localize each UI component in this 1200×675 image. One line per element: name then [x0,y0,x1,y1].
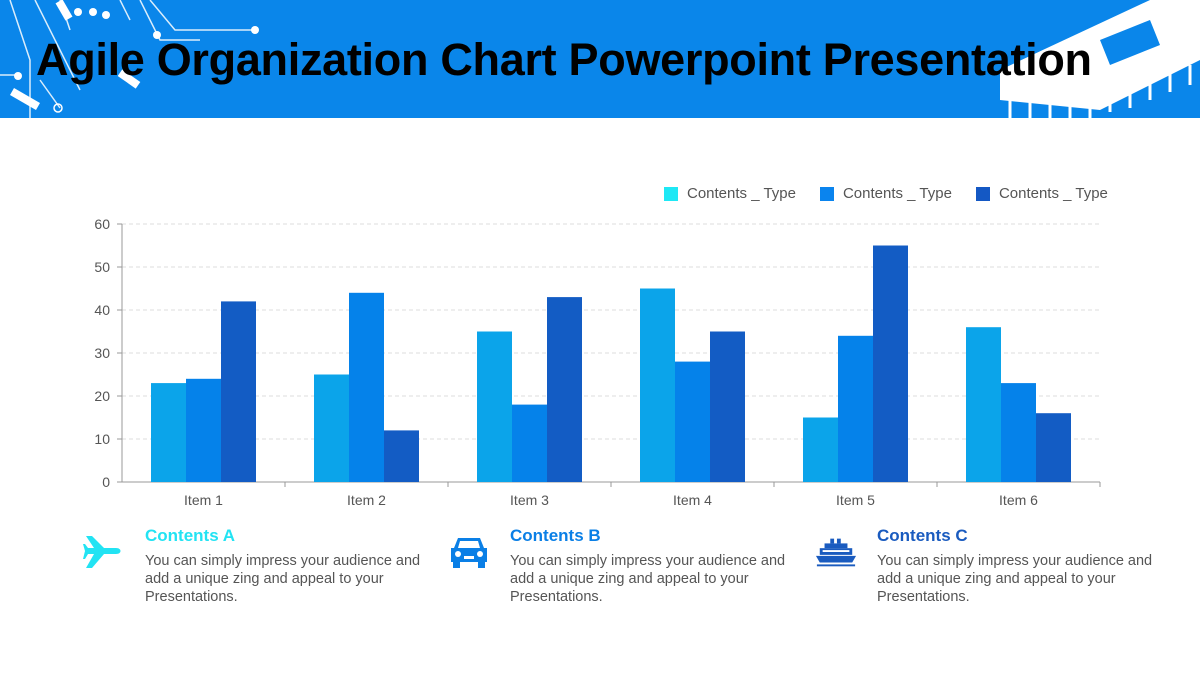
bar [710,331,745,482]
bar [547,297,582,482]
y-tick-label: 40 [94,302,110,318]
x-tick-label: Item 4 [673,492,712,508]
x-tick-label: Item 6 [999,492,1038,508]
chart-legend: Contents _ Type Contents _ Type Contents… [664,185,1108,202]
bar [512,404,547,482]
y-tick-label: 60 [94,216,110,232]
x-tick-label: Item 2 [347,492,386,508]
bar [186,378,221,482]
bar [838,335,873,482]
card-title: Contents C [877,526,968,545]
content-card-a: Contents A You can simply impress your a… [83,526,445,606]
ship-icon [815,538,857,567]
y-tick-label: 10 [94,431,110,447]
legend-item: Contents _ Type [664,185,796,202]
x-tick-label: Item 5 [836,492,875,508]
card-title: Contents A [145,526,236,545]
content-card-c: Contents C You can simply impress your a… [815,526,1177,606]
legend-label: Contents _ Type [842,185,952,202]
bar [221,301,256,482]
car-icon [451,538,487,568]
bar [151,383,186,482]
bar [384,430,419,482]
bar [803,417,838,482]
legend-label: Contents _ Type [998,185,1108,202]
card-text: You can simply impress your audience and… [877,553,1153,605]
card-text: You can simply impress your audience and… [510,553,786,605]
y-tick-label: 30 [94,345,110,361]
legend-item: Contents _ Type [975,185,1108,202]
legend-swatch [664,186,678,201]
bar [873,245,908,482]
bar [477,331,512,482]
bar [640,288,675,482]
y-tick-label: 20 [94,388,110,404]
legend-swatch [975,186,990,201]
legend-item: Contents _ Type [819,185,952,202]
legend-swatch [819,186,834,201]
legend-label: Contents _ Type [687,185,796,202]
bar [314,374,349,482]
bar-chart: 0 10 20 30 40 50 60 Item 1 Item 2 Item 3 Item 4 Ite… [94,216,1101,508]
x-tick-label: Item 1 [184,492,223,508]
x-tick-label: Item 3 [510,492,549,508]
y-tick-label: 0 [102,474,110,490]
card-title: Contents B [510,526,601,545]
y-tick-label: 50 [94,259,110,275]
bar [349,292,384,482]
card-text: You can simply impress your audience and… [145,553,421,605]
bar [1001,383,1036,482]
header-banner: Agile Organization Chart Powerpoint Pres… [0,0,1200,118]
circuit-decoration [0,0,1200,118]
bar [966,327,1001,482]
bar [675,361,710,482]
airplane-icon [83,536,121,568]
content-card-b: Contents B You can simply impress your a… [451,526,810,606]
page-title: Agile Organization Chart Powerpoint Pres… [36,34,1092,85]
bar [1036,413,1071,482]
